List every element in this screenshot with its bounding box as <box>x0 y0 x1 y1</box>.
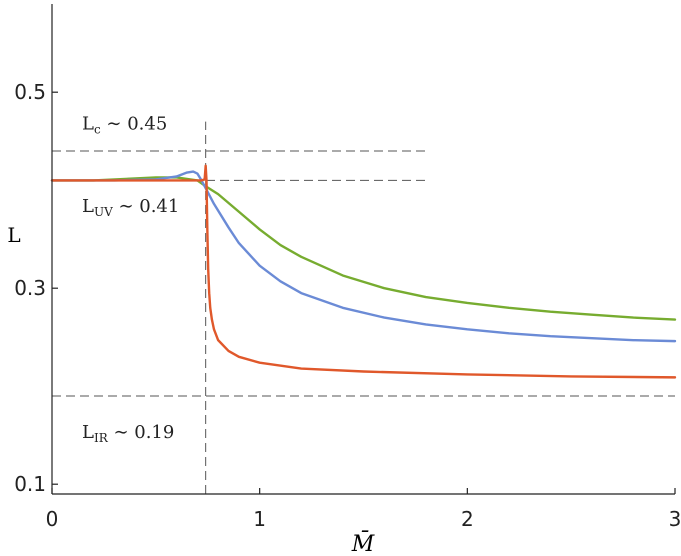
annotation-label-1: LUV ∼ 0.41 <box>82 196 179 219</box>
tick-labels: 0 1 2 3 0.1 0.3 0.5 <box>14 80 681 531</box>
x-axis-label: M̄ <box>351 530 375 556</box>
y-tick-label: 0.1 <box>14 472 46 496</box>
x-tick-label: 1 <box>253 507 266 531</box>
annotations: Lc ∼ 0.45 LUV ∼ 0.41 LIR ∼ 0.19 <box>82 113 179 445</box>
series-line-2 <box>50 164 677 379</box>
y-tick-label: 0.3 <box>14 276 46 300</box>
axes <box>51 4 676 495</box>
x-tick-label: 2 <box>461 507 474 531</box>
x-tick-label: 3 <box>669 507 681 531</box>
y-tick-label: 0.5 <box>14 80 46 104</box>
series-line-1 <box>50 170 677 343</box>
x-tick-label: 0 <box>46 507 59 531</box>
annotation-label-2: LIR ∼ 0.19 <box>82 422 174 445</box>
y-axis-label: L <box>7 223 20 247</box>
annotation-label-0: Lc ∼ 0.45 <box>82 113 167 136</box>
data-series <box>50 164 677 379</box>
